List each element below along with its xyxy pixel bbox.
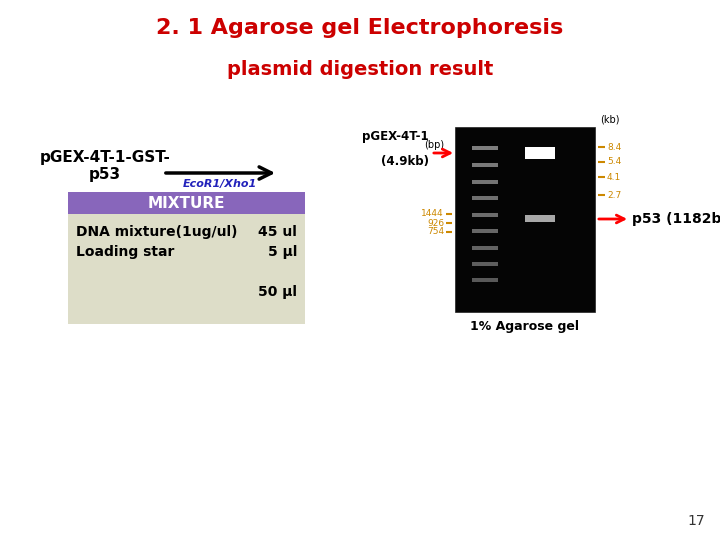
Text: 50 μl: 50 μl <box>258 285 297 299</box>
Text: 5 μl: 5 μl <box>268 245 297 259</box>
Text: 5.4: 5.4 <box>607 158 621 166</box>
Bar <box>455 127 595 312</box>
Bar <box>472 246 498 250</box>
Bar <box>525 147 555 159</box>
Text: Loading star: Loading star <box>76 245 174 259</box>
Text: plasmid digestion result: plasmid digestion result <box>227 60 493 79</box>
Text: 8.4: 8.4 <box>607 143 621 152</box>
Text: 754: 754 <box>427 227 444 237</box>
Bar <box>472 229 498 233</box>
Bar <box>68 192 305 214</box>
Text: 4.1: 4.1 <box>607 172 621 181</box>
Text: 1% Agarose gel: 1% Agarose gel <box>470 320 580 333</box>
Text: DNA mixture(1ug/ul): DNA mixture(1ug/ul) <box>76 225 238 239</box>
Text: (4.9kb): (4.9kb) <box>381 155 429 168</box>
Text: 17: 17 <box>688 514 705 528</box>
Bar <box>472 278 498 282</box>
Bar <box>472 180 498 184</box>
Text: p53: p53 <box>89 167 121 182</box>
Bar <box>472 213 498 217</box>
Bar <box>472 196 498 200</box>
Text: EcoR1/Xho1: EcoR1/Xho1 <box>183 179 257 189</box>
Bar <box>472 262 498 266</box>
Text: 1444: 1444 <box>421 210 444 219</box>
Text: pGEX-4T-1: pGEX-4T-1 <box>362 130 429 143</box>
Bar <box>472 163 498 167</box>
Bar <box>68 214 305 324</box>
Text: pGEX-4T-1-GST-: pGEX-4T-1-GST- <box>40 150 171 165</box>
Text: (kb): (kb) <box>600 115 619 125</box>
Text: 2.7: 2.7 <box>607 191 621 199</box>
Bar <box>472 146 498 150</box>
Text: p53 (1182bp): p53 (1182bp) <box>632 212 720 226</box>
Text: 2. 1 Agarose gel Electrophoresis: 2. 1 Agarose gel Electrophoresis <box>156 18 564 38</box>
Bar <box>525 215 555 222</box>
Text: 926: 926 <box>427 219 444 227</box>
Text: 45 ul: 45 ul <box>258 225 297 239</box>
Text: MIXTURE: MIXTURE <box>148 195 225 211</box>
Text: (bp): (bp) <box>424 140 444 150</box>
